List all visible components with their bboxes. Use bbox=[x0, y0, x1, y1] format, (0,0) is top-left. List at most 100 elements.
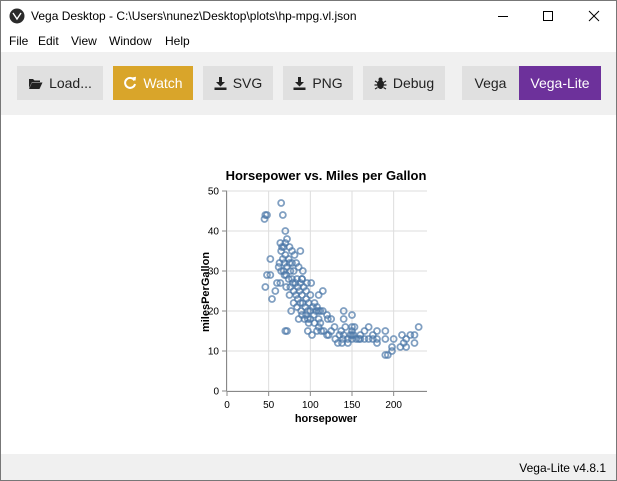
data-point bbox=[306, 291, 315, 299]
data-point bbox=[327, 315, 336, 323]
data-point bbox=[414, 323, 423, 331]
data-point bbox=[318, 307, 327, 315]
vega-mode-button[interactable]: Vega bbox=[462, 66, 519, 100]
data-point bbox=[266, 271, 275, 279]
data-point bbox=[286, 267, 295, 275]
menu-file[interactable]: File bbox=[9, 34, 29, 48]
menu-help[interactable]: Help bbox=[165, 34, 190, 48]
png-export-button[interactable]: PNG bbox=[283, 66, 353, 100]
data-point bbox=[343, 339, 352, 347]
x-axis-label: horsepower bbox=[295, 413, 358, 425]
menu-window[interactable]: Window bbox=[109, 34, 152, 48]
data-point bbox=[381, 351, 390, 359]
data-point bbox=[303, 279, 311, 287]
data-point bbox=[339, 307, 348, 315]
data-point bbox=[402, 343, 411, 351]
data-point bbox=[316, 319, 325, 327]
data-point bbox=[348, 311, 356, 319]
data-point bbox=[302, 311, 311, 319]
data-point bbox=[348, 323, 356, 331]
chart-title: Horsepower vs. Miles per Gallon bbox=[226, 168, 427, 183]
data-point bbox=[356, 331, 365, 339]
chart-grid bbox=[226, 190, 427, 392]
data-point bbox=[341, 323, 350, 331]
download-icon bbox=[293, 76, 306, 90]
data-point bbox=[352, 335, 361, 343]
menu-view[interactable]: View bbox=[71, 34, 97, 48]
data-point bbox=[388, 343, 396, 351]
x-tick-label: 100 bbox=[302, 400, 319, 411]
svg-export-button[interactable]: SVG bbox=[203, 66, 273, 100]
data-point bbox=[373, 327, 381, 335]
folder-open-icon bbox=[29, 78, 43, 89]
data-point bbox=[277, 199, 286, 207]
data-point bbox=[406, 331, 415, 339]
maximize-button[interactable] bbox=[525, 1, 571, 31]
data-point bbox=[360, 335, 369, 343]
data-point bbox=[288, 259, 296, 267]
data-point bbox=[410, 339, 419, 347]
y-tick-label: 30 bbox=[208, 267, 220, 278]
data-point bbox=[381, 335, 390, 343]
data-point bbox=[402, 335, 411, 343]
data-point bbox=[276, 279, 285, 287]
data-point bbox=[307, 279, 316, 287]
data-point bbox=[381, 327, 390, 335]
minimize-button[interactable] bbox=[480, 1, 526, 31]
data-point bbox=[323, 311, 331, 319]
refresh-icon bbox=[124, 76, 137, 89]
y-tick-label: 20 bbox=[208, 307, 220, 318]
data-point bbox=[314, 315, 323, 323]
data-point bbox=[263, 211, 271, 219]
data-point bbox=[316, 307, 325, 315]
load-label: Load... bbox=[49, 75, 92, 91]
y-axis-label: milesPerGallon bbox=[200, 252, 212, 332]
data-point bbox=[296, 247, 305, 255]
vega-label: Vega bbox=[474, 75, 507, 91]
data-point bbox=[318, 287, 327, 295]
data-point bbox=[296, 299, 305, 307]
data-point bbox=[298, 275, 306, 283]
data-point bbox=[263, 271, 271, 279]
data-point bbox=[289, 267, 298, 275]
chart-view: Horsepower vs. Miles per Gallon 0 50 100 15… bbox=[0, 115, 617, 454]
watch-button[interactable]: Watch bbox=[113, 66, 193, 100]
data-point bbox=[348, 331, 356, 339]
data-point bbox=[283, 235, 291, 243]
vega-lite-label: Vega-Lite bbox=[530, 75, 590, 91]
data-point bbox=[281, 227, 290, 235]
x-tick-label: 150 bbox=[344, 400, 361, 411]
bug-icon bbox=[374, 77, 387, 90]
data-point bbox=[281, 239, 290, 247]
menu-edit[interactable]: Edit bbox=[38, 34, 59, 48]
data-point bbox=[303, 327, 312, 335]
status-bar: Vega-Lite v4.8.1 bbox=[0, 454, 617, 481]
data-point bbox=[368, 331, 377, 339]
png-label: PNG bbox=[312, 75, 343, 91]
data-point bbox=[290, 251, 299, 259]
y-tick-label: 10 bbox=[208, 347, 220, 358]
vega-lite-mode-button[interactable]: Vega-Lite bbox=[519, 66, 601, 100]
download-icon bbox=[214, 76, 227, 90]
load-button[interactable]: Load... bbox=[17, 66, 103, 100]
close-icon bbox=[588, 10, 600, 22]
menu-bar: File Edit View Window Help bbox=[0, 30, 617, 52]
close-button[interactable] bbox=[571, 1, 617, 31]
debug-button[interactable]: Debug bbox=[363, 66, 445, 100]
y-tick-label: 50 bbox=[208, 187, 220, 198]
version-label: Vega-Lite v4.8.1 bbox=[519, 461, 606, 475]
maximize-icon bbox=[543, 11, 553, 21]
data-point bbox=[294, 263, 303, 271]
data-point bbox=[314, 291, 323, 299]
toolbar: Load... Watch SVG PNG Debug Vega Vega-Li… bbox=[0, 52, 617, 115]
vega-desktop-logo-icon bbox=[9, 8, 25, 24]
svg-label: SVG bbox=[232, 75, 263, 91]
data-point bbox=[356, 335, 365, 343]
chart-axes: 0 50 100 150 200 0 10 20 30 40 50 bbox=[208, 187, 427, 411]
data-point bbox=[278, 211, 287, 219]
data-point bbox=[323, 315, 332, 323]
data-point bbox=[364, 323, 373, 331]
data-point bbox=[314, 323, 323, 331]
data-point bbox=[288, 279, 297, 287]
debug-label: Debug bbox=[392, 75, 435, 91]
